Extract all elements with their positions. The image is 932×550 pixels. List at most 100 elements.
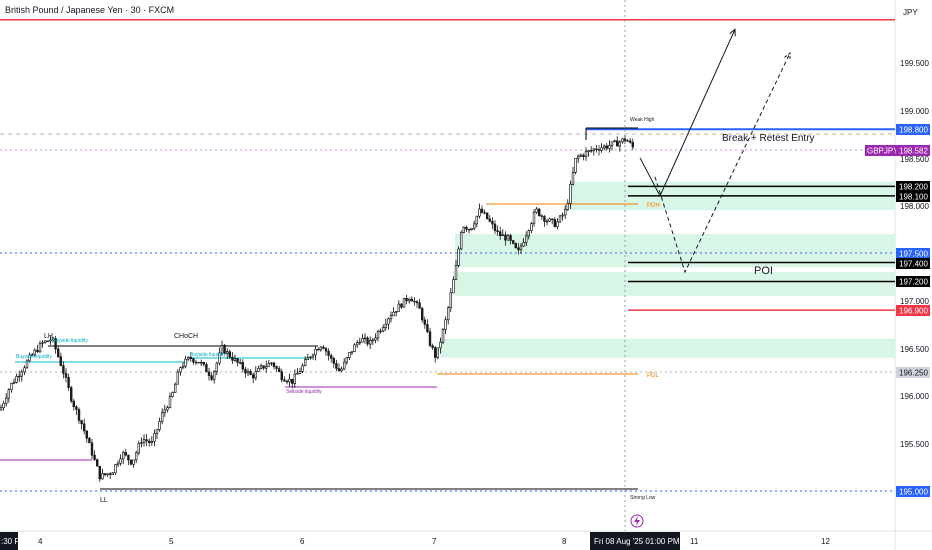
bear-candle: [431, 345, 434, 348]
buyside-label-3: Buyside liquidity: [190, 352, 226, 358]
bull-candle: [355, 342, 359, 346]
bull-candle: [23, 367, 26, 373]
price-tag-196250-bg: [896, 367, 930, 378]
bull-candle: [522, 242, 525, 247]
bull-candle: [114, 464, 117, 474]
bear-candle: [423, 319, 426, 325]
sellside-label: Sellside liquidity: [286, 389, 322, 395]
bear-candle: [595, 148, 598, 150]
bear-candle: [277, 368, 281, 372]
bull-candle: [571, 172, 575, 185]
bull-candle: [264, 365, 268, 369]
bear-candle: [96, 459, 99, 467]
symbol-title[interactable]: British Pound / Japanese Yen · 30 · FXCM: [5, 5, 174, 15]
bear-candle: [413, 300, 416, 303]
bull-candle: [12, 382, 16, 384]
bull-candle: [187, 356, 190, 360]
bull-candle: [298, 371, 302, 374]
bull-candle: [0, 407, 3, 411]
bull-candle: [618, 141, 622, 147]
current-time-label: Fri 08 Aug '25 01:00 PM: [594, 537, 680, 546]
bull-candle: [140, 442, 143, 444]
bear-candle: [483, 212, 486, 214]
bull-candle: [119, 458, 122, 464]
bull-candle: [233, 358, 237, 361]
bear-candle: [626, 140, 629, 142]
symbol-tag: GBPJPY: [867, 147, 899, 156]
bear-candle: [56, 348, 60, 358]
bear-candle: [589, 150, 593, 152]
bear-candle: [322, 346, 325, 349]
bear-candle: [597, 149, 601, 151]
price-tag-196900-bg: [896, 305, 930, 316]
bull-candle: [28, 354, 31, 362]
bull-candle: [548, 218, 551, 222]
bear-candle: [252, 374, 255, 379]
bear-candle: [62, 365, 65, 374]
bull-candle: [340, 368, 343, 372]
bear-candle: [64, 373, 68, 378]
bear-candle: [553, 219, 557, 228]
bull-candle: [376, 331, 380, 339]
bear-candle: [124, 452, 128, 456]
price-tag-197500-bg: [896, 248, 930, 259]
bull-candle: [387, 318, 390, 325]
price-tag-197200-bg: [896, 276, 930, 287]
bull-candle: [470, 228, 473, 230]
price-axis[interactable]: 199.500 199.000 198.500 198.000 197.000 …: [900, 59, 929, 449]
bear-candle: [480, 208, 484, 213]
bull-candle: [371, 339, 374, 342]
bull-candle: [20, 371, 23, 377]
bull-candle: [176, 371, 179, 385]
time-tick: 7: [432, 537, 437, 546]
bull-candle: [397, 303, 400, 312]
bear-candle: [491, 221, 494, 225]
bear-candle: [75, 406, 78, 410]
price-tick: 198.000: [900, 202, 929, 211]
bull-candle: [519, 245, 523, 251]
price-tag-195000-bg: [896, 486, 930, 497]
bear-candle: [426, 324, 429, 332]
bull-candle: [215, 362, 218, 372]
projection-solid-arrowhead: [729, 28, 736, 37]
lightning-icon[interactable]: [630, 514, 644, 528]
bear-candle: [280, 371, 283, 381]
price-tag-196250: 196.250: [899, 369, 928, 378]
bear-candle: [192, 358, 195, 363]
bull-candle: [381, 327, 385, 332]
bull-candle: [402, 297, 406, 308]
time-axis[interactable]: :30 PM 4 5 6 7 8 11 12 Fri 08 Aug '25 01…: [0, 532, 830, 550]
bull-candle: [158, 421, 161, 430]
bull-candle: [254, 371, 257, 379]
bull-candle: [303, 359, 307, 366]
bear-candle: [85, 430, 89, 439]
price-tag-198100-bg: [896, 191, 930, 202]
bear-candle: [418, 302, 421, 309]
bull-candle: [309, 356, 312, 359]
ll-label: LL: [100, 497, 108, 504]
bull-candle: [25, 360, 29, 369]
bear-candle: [249, 371, 252, 375]
price-tag-195000: 195.000: [899, 488, 928, 497]
bear-candle: [329, 355, 333, 359]
bull-candle: [153, 432, 156, 442]
price-tick: 199.500: [900, 59, 929, 68]
bull-candle: [353, 344, 356, 352]
bear-candle: [537, 208, 541, 217]
bull-candle: [122, 452, 125, 460]
bear-candle: [511, 240, 515, 244]
bull-candle: [15, 376, 18, 383]
time-tick: 5: [169, 537, 174, 546]
bear-candle: [145, 439, 148, 442]
bull-candle: [621, 138, 624, 143]
bull-candle: [226, 351, 229, 354]
bear-candle: [605, 145, 609, 149]
bull-candle: [213, 371, 216, 380]
bull-candle: [457, 248, 460, 266]
bull-candle: [407, 298, 411, 302]
bear-candle: [93, 454, 96, 460]
bear-candle: [290, 378, 294, 384]
bull-candle: [363, 337, 367, 340]
bear-candle: [72, 400, 76, 408]
